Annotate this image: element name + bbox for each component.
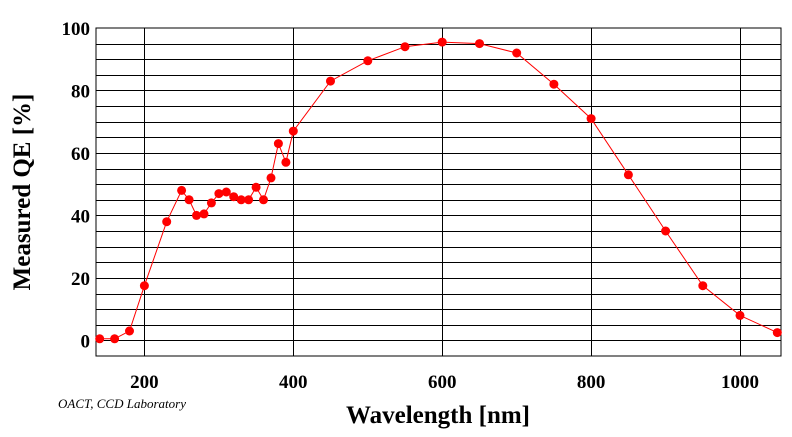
y-axis-title: Measured QE [%] (9, 94, 36, 291)
data-point (623, 170, 633, 180)
data-point (273, 139, 283, 149)
x-axis-title: Wavelength [nm] (346, 402, 530, 429)
data-point (266, 173, 276, 183)
data-point (549, 79, 559, 89)
y-gridlines (96, 44, 781, 341)
data-point (244, 195, 254, 205)
y-tick-label: 40 (71, 206, 90, 227)
data-point (661, 226, 671, 236)
series-layer (95, 37, 782, 344)
data-point (475, 39, 484, 49)
x-tick-label: 200 (130, 372, 159, 393)
data-point (229, 192, 239, 202)
data-point (259, 195, 268, 205)
data-point (110, 334, 120, 344)
data-point (162, 217, 172, 227)
data-point (698, 281, 708, 291)
data-point (139, 281, 149, 291)
data-point (214, 189, 224, 199)
data-point (326, 76, 335, 86)
x-gridlines (144, 28, 741, 356)
series-line (99, 41, 778, 340)
data-point (125, 326, 134, 336)
data-point (199, 209, 209, 219)
x-tick-label: 800 (577, 372, 606, 393)
data-point (281, 157, 291, 167)
data-point (437, 37, 447, 47)
x-tick-label: 400 (279, 372, 308, 393)
data-point (192, 210, 201, 220)
data-point (512, 48, 522, 58)
data-point (221, 187, 231, 197)
data-point (251, 182, 261, 192)
y-tick-label: 100 (62, 19, 91, 40)
data-point (206, 198, 216, 208)
y-tick-label: 80 (71, 81, 90, 102)
data-point (95, 334, 105, 344)
data-point (735, 310, 745, 320)
y-tick-label: 60 (71, 144, 90, 165)
y-tick-label: 0 (81, 331, 91, 352)
y-tick-label: 20 (71, 269, 90, 290)
data-point (586, 114, 596, 124)
x-tick-label: 1000 (721, 372, 759, 393)
data-point (288, 126, 298, 136)
data-point (177, 185, 187, 195)
y-tick-labels: 0 20 40 60 80 100 (62, 19, 91, 352)
x-tick-label: 600 (428, 372, 457, 393)
x-tick-labels: 200 400 600 800 1000 (130, 372, 759, 393)
plot-frame (95, 27, 782, 357)
data-point (184, 195, 194, 205)
data-point (236, 195, 246, 205)
lab-credit-annotation: OACT, CCD Laboratory (58, 396, 186, 411)
data-point (400, 42, 410, 52)
plot-background (96, 28, 781, 356)
data-point (363, 56, 373, 66)
data-point (772, 328, 782, 338)
